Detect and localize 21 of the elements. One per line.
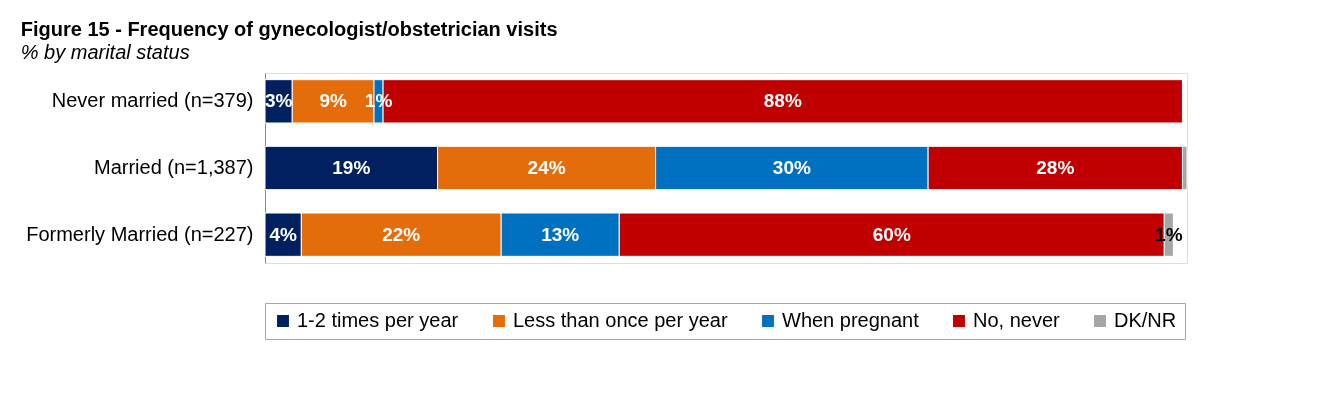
data-label: 22% (382, 223, 421, 245)
y-tick-label: Never married (n=379) (51, 89, 254, 112)
legend-label: No, never (973, 309, 1061, 331)
chart-subtitle: % by marital status (20, 41, 190, 63)
chart-title: Figure 15 - Frequency of gynecologist/obstetrician visits (20, 18, 558, 40)
data-label: 28% (1036, 157, 1075, 178)
data-label: 30% (772, 157, 811, 178)
data-label: 60% (872, 223, 911, 245)
legend-label: DK/NR (1114, 309, 1177, 331)
data-label: 19% (332, 157, 371, 178)
data-label: 9% (319, 90, 347, 112)
y-tick-label: Formerly Married (n=227) (26, 222, 254, 245)
data-label: 13% (541, 223, 580, 245)
data-label: 3% (264, 90, 293, 112)
data-label: 4% (269, 223, 297, 245)
legend-label: When pregnant (782, 309, 920, 331)
y-tick-label: Married (n=1,387) (93, 156, 254, 178)
data-label: 24% (527, 157, 566, 178)
legend-label: 1-2 times per year (297, 309, 459, 331)
legend-label: Less than once per year (513, 309, 728, 331)
data-label: 88% (763, 90, 802, 112)
